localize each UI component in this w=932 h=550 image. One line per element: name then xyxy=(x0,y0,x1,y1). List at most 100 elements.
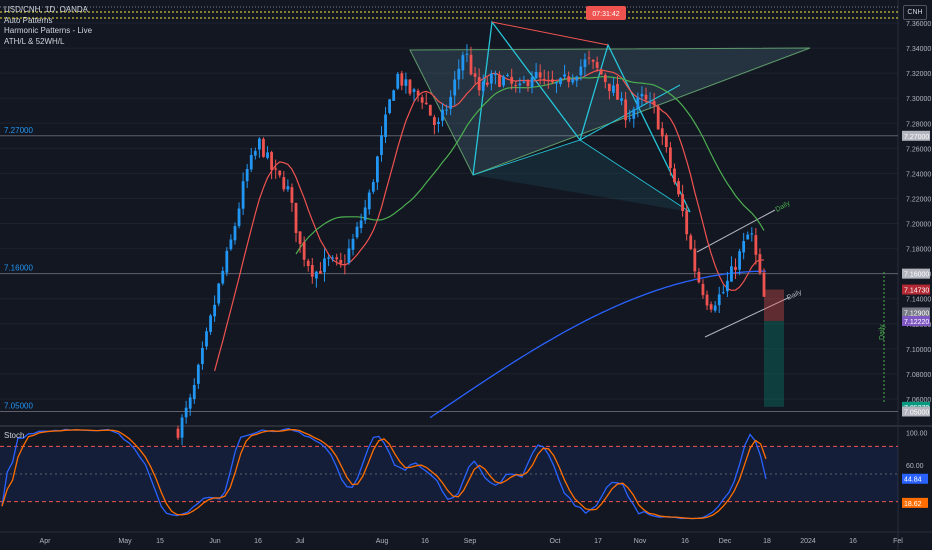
currency-button[interactable]: CNH xyxy=(903,5,927,20)
candle-body xyxy=(331,257,335,259)
time-axis-label: Apr xyxy=(40,538,52,545)
countdown-badge-bg xyxy=(586,6,626,20)
candle-body xyxy=(441,109,444,121)
candle-body xyxy=(693,248,697,272)
candle-body xyxy=(213,304,217,317)
candle-body xyxy=(327,257,330,259)
candle-body xyxy=(384,114,387,138)
price-tick-label: 7.24000 xyxy=(906,171,931,178)
candle-body xyxy=(282,177,286,190)
indicator-harmonic-patterns[interactable]: Harmonic Patterns - Live xyxy=(4,26,93,35)
candle-body xyxy=(209,315,212,332)
candle-body xyxy=(449,96,453,109)
candle-body xyxy=(571,78,575,83)
stoch-d-tag: 18.62 xyxy=(904,501,922,508)
candle-body xyxy=(229,239,233,250)
candle-body xyxy=(359,220,363,229)
pattern-label: Daily xyxy=(879,324,886,340)
candle-body xyxy=(274,168,278,170)
candle-body xyxy=(180,417,184,438)
candle-body xyxy=(721,292,725,294)
candle-body xyxy=(563,74,566,77)
candle-body xyxy=(310,265,314,277)
candle-body xyxy=(612,85,615,93)
stoch-tick-label: 60.00 xyxy=(906,463,924,470)
candle-body xyxy=(404,79,408,86)
candle-body xyxy=(620,98,623,101)
candle-body xyxy=(587,57,591,59)
candle-body xyxy=(461,55,465,71)
candle-body xyxy=(266,152,269,158)
stoch-k-tag: 44.84 xyxy=(904,477,922,484)
candle-body xyxy=(432,117,436,125)
candle-body xyxy=(286,186,290,190)
candle-body xyxy=(542,78,546,80)
indicator-ath[interactable]: ATH/L & 52WH/L xyxy=(4,36,65,46)
candle-body xyxy=(253,150,257,156)
ma-blue-line xyxy=(429,270,767,419)
candle-body xyxy=(530,77,534,88)
price-tag-bg xyxy=(902,316,930,327)
candle-body xyxy=(363,207,367,221)
candle-body xyxy=(306,260,310,267)
candle-body xyxy=(428,104,432,116)
price-tag: 7.16000 xyxy=(904,272,929,279)
candle-body xyxy=(420,97,424,103)
candle-body xyxy=(603,74,607,83)
channel-line xyxy=(696,209,776,253)
candle-body xyxy=(518,83,522,86)
candle-body xyxy=(371,182,375,192)
candle-body xyxy=(664,135,668,148)
candle-body xyxy=(730,266,733,282)
price-tick-label: 7.30000 xyxy=(906,96,931,103)
candle-body xyxy=(416,90,420,96)
price-tag: 7.05000 xyxy=(904,409,929,416)
stoch-pane-label[interactable]: Stoch xyxy=(4,431,25,440)
candle-body xyxy=(457,68,461,80)
stoch-k-line xyxy=(1,427,767,520)
time-axis-label: 16 xyxy=(849,538,857,545)
pattern-label: Daily xyxy=(775,200,792,214)
candle-body xyxy=(388,99,392,114)
price-tag-bg xyxy=(902,406,930,417)
price-tick-label: 7.06000 xyxy=(906,397,931,404)
candle-body xyxy=(481,81,485,92)
candle-body xyxy=(644,94,648,100)
time-axis-label: Jun xyxy=(209,538,220,545)
candle-body xyxy=(709,304,713,310)
stoch-d-tag-bg xyxy=(902,497,928,508)
candle-body xyxy=(192,384,196,400)
candle-body xyxy=(294,202,298,233)
candle-body xyxy=(738,251,741,270)
price-tag: 7.14730 xyxy=(904,288,929,295)
stoch-d-line xyxy=(1,428,767,520)
candle-body xyxy=(351,238,355,250)
candle-body xyxy=(314,271,318,279)
left-price-label: 7.27000 xyxy=(4,126,33,135)
candle-body xyxy=(510,76,514,84)
candle-body xyxy=(750,233,754,235)
candle-body xyxy=(453,79,457,96)
time-axis-label: Aug xyxy=(376,538,389,545)
price-tick-label: 7.36000 xyxy=(906,21,931,28)
candle-body xyxy=(249,155,253,170)
indicator-auto-patterns[interactable]: Auto Patterns xyxy=(4,15,53,25)
candle-body xyxy=(400,73,404,86)
time-axis-label: Nov xyxy=(634,538,647,545)
candle-body xyxy=(546,79,550,81)
candle-body xyxy=(355,226,359,238)
candle-body xyxy=(579,66,583,76)
candle-body xyxy=(656,106,660,130)
candle-body xyxy=(205,331,208,347)
harmonic-pattern xyxy=(491,21,609,46)
candle-body xyxy=(628,118,632,120)
candle-body xyxy=(526,81,530,86)
symbol-title[interactable]: USD/CNH, 1D, OANDA xyxy=(4,5,89,14)
candle-body xyxy=(298,231,302,244)
price-tag-bg xyxy=(902,268,930,279)
candle-body xyxy=(681,194,685,212)
candle-body xyxy=(705,294,709,306)
stoch-k-tag-bg xyxy=(902,473,928,484)
time-axis-label: Sep xyxy=(464,538,477,545)
